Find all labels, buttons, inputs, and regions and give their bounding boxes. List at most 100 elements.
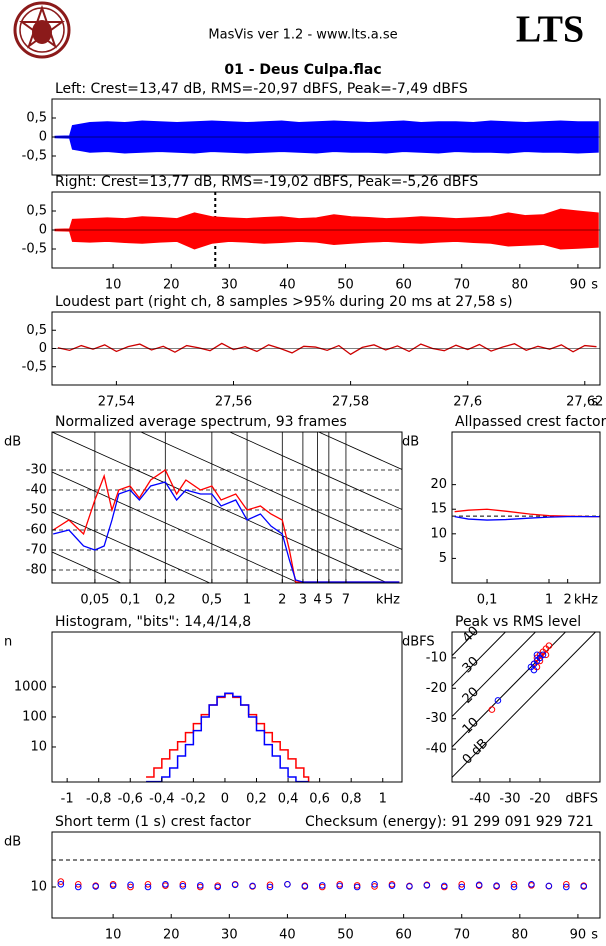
y-tick-label: -40 — [26, 483, 47, 498]
x-tick-label: -20 — [529, 792, 550, 807]
point — [127, 881, 134, 889]
x-axis-label: dBFS — [565, 792, 598, 807]
y-tick-label: -40 — [426, 742, 447, 757]
series-line — [454, 515, 600, 521]
point — [284, 881, 291, 888]
x-tick-label: 2 — [278, 593, 286, 608]
crest-line-label: 20 — [460, 684, 482, 706]
guide-line — [52, 632, 402, 790]
x-tick-label: 10 — [105, 278, 122, 293]
point — [336, 882, 344, 890]
panel — [52, 342, 600, 356]
y-tick-label: -30 — [426, 711, 447, 726]
x-tick-label: 30 — [221, 278, 238, 293]
crest-line-label: 30 — [460, 654, 482, 676]
y-tick-label: 0,5 — [26, 204, 47, 219]
x-tick-label: 0 — [221, 792, 229, 807]
point — [231, 881, 239, 889]
y-axis-label: dB — [4, 435, 21, 450]
x-tick-label: 60 — [395, 278, 412, 293]
y-tick-label: 0 — [39, 223, 47, 238]
x-tick-label: 27,54 — [98, 395, 135, 410]
point — [536, 657, 544, 665]
crest-line — [452, 632, 597, 778]
x-axis-label: kHz — [574, 593, 598, 608]
y-tick-label: -60 — [26, 523, 47, 538]
y-axis-label: n — [4, 635, 12, 650]
guide-line — [228, 432, 402, 510]
point — [109, 882, 117, 889]
x-axis-label: s — [591, 278, 598, 293]
x-tick-label: 3 — [299, 593, 307, 608]
plot-frame — [51, 631, 403, 783]
crest-line — [452, 632, 507, 687]
y-tick-label: 0 — [39, 130, 47, 145]
crest-line — [452, 632, 567, 748]
point — [542, 651, 550, 659]
point — [127, 883, 134, 891]
y-tick-label: 0,5 — [26, 111, 47, 126]
crest-line — [452, 632, 537, 717]
guide-line — [317, 432, 402, 470]
x-tick-label: 80 — [512, 278, 529, 293]
x-tick-label: 0,5 — [202, 593, 223, 608]
panel — [52, 859, 600, 891]
point — [179, 882, 187, 890]
y-tick-label: 10 — [30, 739, 47, 754]
x-tick-label: -40 — [469, 792, 490, 807]
x-tick-label: 0,8 — [341, 792, 362, 807]
panel-title: Normalized average spectrum, 93 frames — [55, 414, 347, 430]
guide-line — [52, 752, 402, 910]
point — [528, 881, 535, 888]
panel-title: Peak vs RMS level — [455, 614, 581, 630]
point — [510, 881, 518, 888]
x-tick-label: 50 — [337, 278, 354, 293]
x-tick-label: 40 — [279, 278, 296, 293]
point — [179, 881, 187, 888]
point — [266, 883, 274, 891]
x-tick-label: 7 — [342, 593, 350, 608]
point — [214, 883, 222, 891]
point — [423, 882, 431, 889]
point — [371, 883, 378, 890]
y-axis-label: dBFS — [402, 635, 435, 650]
y-tick-label: -30 — [26, 463, 47, 478]
point — [266, 881, 274, 889]
plot-frame — [51, 191, 601, 269]
point — [563, 881, 570, 888]
x-tick-label: 70 — [453, 928, 470, 943]
y-tick-label: 0 — [39, 341, 47, 356]
y-tick-label: -50 — [26, 503, 47, 518]
guide-line — [52, 511, 211, 583]
app-title: MasVis ver 1.2 - www.lts.a.se — [208, 28, 397, 43]
x-tick-label: 27,6 — [453, 395, 482, 410]
panel — [52, 192, 600, 268]
point — [196, 882, 204, 889]
x-tick-label: 80 — [512, 928, 529, 943]
x-tick-label: 1 — [243, 593, 251, 608]
plot-frame — [51, 431, 403, 584]
checksum: Checksum (energy): 91 299 091 929 721 — [305, 814, 594, 830]
point — [301, 883, 309, 890]
y-tick-label: -0,5 — [22, 149, 47, 164]
x-tick-label: -0,6 — [118, 792, 143, 807]
panel-title: Allpassed crest factor — [455, 414, 606, 430]
point — [545, 882, 553, 890]
y-tick-label: -0,5 — [22, 359, 47, 374]
panel — [52, 120, 600, 154]
x-axis-label: kHz — [376, 593, 400, 608]
guide-line — [52, 192, 402, 350]
x-tick-label: 50 — [337, 928, 354, 943]
point — [92, 883, 99, 890]
point — [162, 881, 169, 888]
y-tick-label: 5 — [439, 551, 447, 566]
panel-title: Left: Crest=13,47 dB, RMS=-20,97 dBFS, P… — [55, 81, 468, 97]
x-tick-label: 27,58 — [332, 395, 369, 410]
x-tick-label: 0,6 — [309, 792, 330, 807]
x-axis-label: s — [591, 395, 598, 410]
x-tick-label: 0,05 — [80, 593, 109, 608]
point — [440, 882, 448, 890]
x-tick-label: -30 — [499, 792, 520, 807]
plot-frame — [51, 311, 601, 386]
point — [74, 881, 82, 888]
